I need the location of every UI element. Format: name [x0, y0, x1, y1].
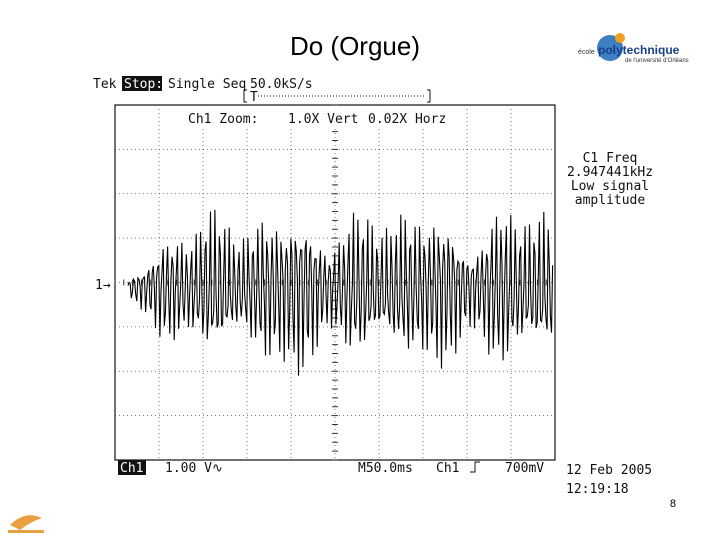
- measure-label: C1 Freq: [583, 151, 638, 166]
- state-box: [122, 76, 162, 91]
- logo-prefix: école: [578, 49, 595, 56]
- footer-channel: Ch1: [120, 461, 143, 476]
- record-brackets: [243, 89, 431, 103]
- channel-marker: 1→: [95, 278, 111, 293]
- zoom-vert: 1.0X Vert: [288, 112, 358, 127]
- zoom-bg: [183, 108, 449, 128]
- measure-note: Low signal: [571, 179, 649, 194]
- trigger-source: Ch1: [436, 461, 459, 476]
- slide-title: Do (Orgue): [290, 31, 420, 61]
- logo-name: polytechnique: [598, 43, 680, 57]
- timebase: M50.0ms: [358, 461, 413, 476]
- measure-note: amplitude: [575, 193, 646, 208]
- measure-value: 2.947441kHz: [567, 165, 653, 180]
- trigger-slope: [470, 461, 480, 473]
- time: 12:19:18: [566, 482, 629, 497]
- page-number: 8: [670, 498, 676, 510]
- footer-logo: [8, 515, 44, 533]
- zoom-label: Ch1 Zoom:: [188, 112, 258, 127]
- oscilloscope: Tek Stop: Single Seq 50.0kS/s T Ch1 Zoom…: [93, 76, 653, 497]
- measure-bg: [557, 148, 653, 208]
- zoom-horz: 0.02X Horz: [368, 112, 446, 127]
- logo-dot: [615, 33, 625, 43]
- trigger-position: T: [250, 90, 258, 105]
- mode: Single Seq: [168, 77, 246, 92]
- trigger-level: 700mV: [505, 461, 544, 476]
- date: 12 Feb 2005: [566, 463, 652, 478]
- waveform: [127, 209, 554, 376]
- state: Stop:: [124, 77, 163, 92]
- logo: école polytechnique de l'université d'Or…: [578, 33, 689, 64]
- vertical-scale: 1.00 V∿: [165, 461, 223, 476]
- footer-logo-bar: [8, 530, 44, 533]
- footer-logo-shape: [10, 515, 42, 530]
- brand: Tek: [93, 77, 117, 92]
- footer-channel-box: [118, 460, 146, 475]
- sample-rate: 50.0kS/s: [250, 77, 313, 92]
- logo-subtitle: de l'université d'Orléans: [625, 58, 689, 64]
